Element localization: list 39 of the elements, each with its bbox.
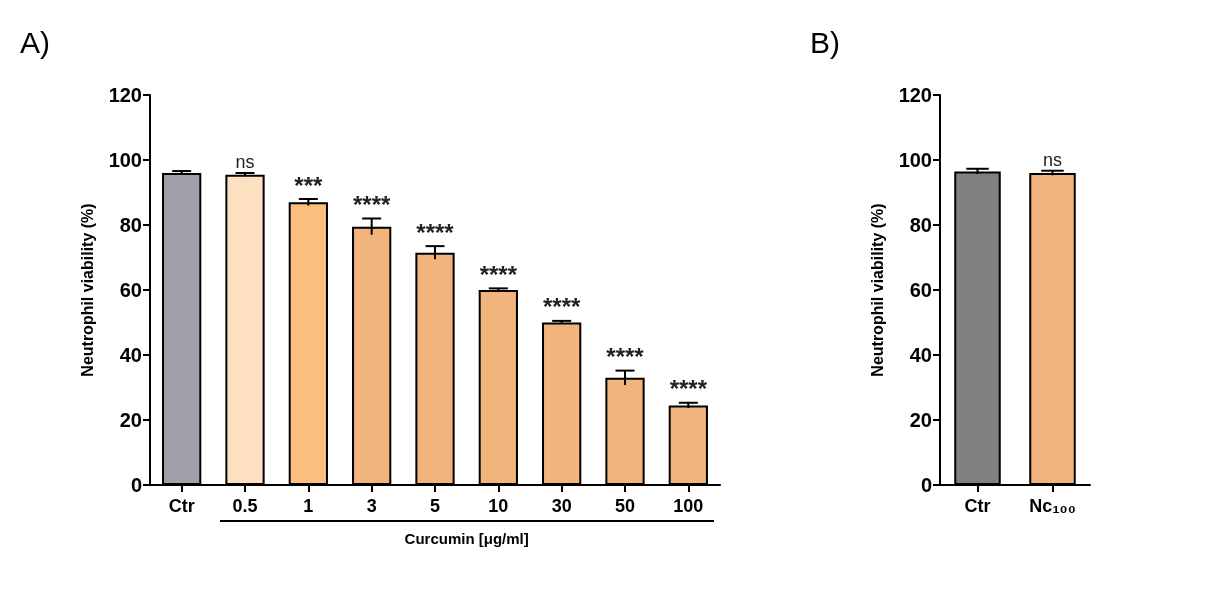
chart-title: A): [20, 25, 50, 59]
y-tick-label: 60: [909, 279, 932, 301]
y-tick-label: 40: [119, 344, 142, 366]
x-tick-label: Ctr: [168, 496, 195, 516]
y-tick-label: 120: [108, 84, 142, 106]
x-tick-label: Ctr: [964, 496, 991, 516]
annotation: ns: [235, 152, 255, 172]
y-axis-title: Neutrophil viability (%): [78, 203, 96, 377]
x-tick-label: 1: [303, 496, 314, 516]
x-tick-label: 3: [366, 496, 377, 516]
y-tick-label: 20: [909, 409, 932, 431]
y-tick-label: 100: [108, 149, 142, 171]
annotation: ****: [542, 293, 582, 321]
x-tick-label: 50: [614, 496, 636, 516]
x-tick-label: 10: [488, 496, 509, 516]
y-tick-label: 60: [119, 279, 142, 301]
annotation: ns: [1042, 149, 1063, 170]
x-tick-label: 0.5: [232, 496, 258, 516]
y-tick-label: 80: [909, 214, 932, 236]
chart-title: B): [810, 25, 840, 59]
annotation: ****: [352, 191, 392, 218]
annotation: ****: [606, 343, 645, 371]
annotation: ****: [479, 260, 518, 288]
y-axis-title: Neutrophil viability (%): [868, 203, 886, 377]
y-tick-label: 20: [119, 409, 142, 431]
x-tick-label: 100: [673, 496, 704, 516]
annotation: ****: [669, 375, 708, 403]
annotation: ****: [416, 218, 455, 246]
y-tick-label: 0: [920, 474, 932, 496]
x-tick-label: 30: [551, 496, 572, 516]
y-tick-label: 40: [909, 344, 932, 366]
x-axis-title: Curcumin [μg/ml]: [403, 530, 530, 547]
y-tick-label: 0: [130, 474, 142, 496]
y-tick-label: 80: [119, 214, 142, 236]
x-tick-label: Nc₁₀₀: [1029, 496, 1076, 516]
y-tick-label: 120: [898, 84, 932, 106]
annotation: ***: [294, 171, 323, 199]
x-tick-label: 5: [429, 496, 441, 516]
y-tick-label: 100: [898, 149, 932, 171]
